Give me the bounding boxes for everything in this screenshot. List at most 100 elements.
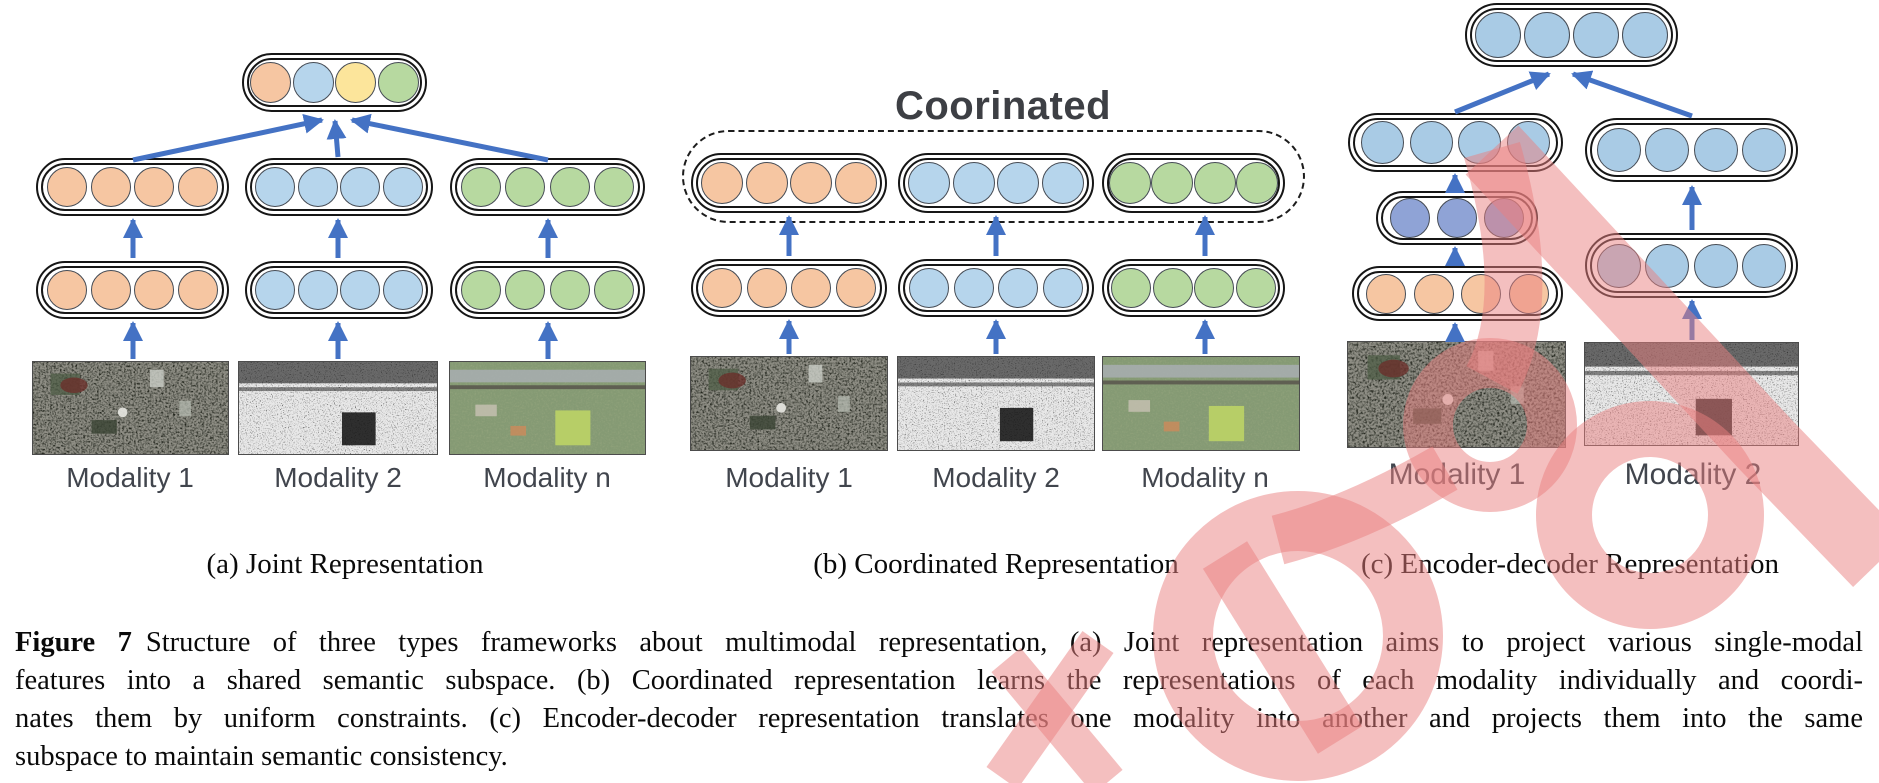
feature-circle-green <box>1151 162 1194 204</box>
feature-vector-capsule <box>1348 113 1563 172</box>
feature-circle-orange <box>835 268 876 308</box>
feature-circle-orange <box>90 270 131 310</box>
feature-circle-blue-c <box>1458 121 1502 164</box>
feature-vector-capsule-inner <box>1470 8 1673 62</box>
feature-vector-capsule-inner <box>1107 264 1280 312</box>
feature-circle-blue <box>340 270 381 310</box>
feature-vector-capsule-inner <box>41 163 224 211</box>
modality-image-sar <box>238 361 438 455</box>
modality-label: Modality 2 <box>932 462 1060 493</box>
feature-circle-blue-c <box>1596 243 1641 288</box>
feature-circle-blue <box>998 268 1039 308</box>
modality-image-rgb <box>1347 341 1566 448</box>
feature-circle-blue <box>254 167 295 207</box>
feature-vector-capsule-inner <box>1590 123 1793 177</box>
feature-circle-blue-c <box>1507 121 1551 164</box>
feature-circle-orange <box>46 167 87 207</box>
feature-vector-capsule <box>1102 153 1285 213</box>
feature-circle-green <box>1236 268 1277 308</box>
feature-circle-orange <box>700 162 743 204</box>
modality-label: Modality n <box>1141 462 1269 493</box>
feature-vector-capsule-inner <box>1107 158 1280 208</box>
feature-vector-capsule <box>450 158 645 216</box>
feature-vector-capsule-inner <box>696 158 882 208</box>
feature-vector-capsule-inner <box>455 266 640 314</box>
feature-circle-green <box>505 270 546 310</box>
figure-caption-label: Figure 7 <box>15 627 132 658</box>
feature-circle-green <box>1194 268 1235 308</box>
figure-caption-text: Structure of three types frameworks abou… <box>145 627 1863 658</box>
feature-circle-blue <box>383 167 424 207</box>
feature-circle-blue <box>953 268 994 308</box>
feature-vector-capsule <box>1352 266 1563 321</box>
feature-circle-orange <box>1413 273 1454 314</box>
feature-circle-orange <box>835 162 878 204</box>
feature-circle-blue <box>1042 268 1083 308</box>
feature-vector-capsule <box>1585 118 1798 182</box>
feature-vector-capsule <box>242 53 427 112</box>
feature-circle-blue <box>1042 162 1085 204</box>
feature-circle-orange <box>791 268 832 308</box>
feature-circle-orange <box>90 167 131 207</box>
feature-vector-capsule <box>898 153 1094 213</box>
feature-circle-blue-c <box>1742 243 1787 288</box>
feature-vector-capsule <box>1376 191 1538 245</box>
feature-circle-green <box>593 270 634 310</box>
feature-vector-capsule-inner <box>455 163 640 211</box>
modality-label: Modality n <box>483 462 611 493</box>
feature-circle-orange <box>1366 273 1407 314</box>
feature-circle-blue <box>383 270 424 310</box>
feature-circle-blue-c <box>1475 12 1521 58</box>
feature-circle-blue-c <box>1693 128 1738 172</box>
feature-circle-blue <box>997 162 1040 204</box>
feature-circle-blue <box>909 268 950 308</box>
feature-circle-orange <box>1461 273 1502 314</box>
feature-vector-capsule <box>898 259 1094 317</box>
feature-circle-blue <box>907 162 950 204</box>
feature-circle-green <box>461 167 502 207</box>
feature-circle-yellow <box>335 62 377 103</box>
coordinated-title: Coorinated <box>894 84 1112 128</box>
modality-image-sar <box>897 356 1095 451</box>
feature-circle-purple <box>1437 198 1477 238</box>
feature-circle-blue-c <box>1693 243 1738 288</box>
feature-circle-orange <box>46 270 87 310</box>
feature-circle-blue <box>340 167 381 207</box>
feature-circle-blue-c <box>1645 243 1690 288</box>
flow-arrow <box>1454 71 1551 115</box>
feature-circle-green <box>377 62 419 103</box>
feature-circle-blue <box>297 167 338 207</box>
modality-image-rgb <box>690 356 888 451</box>
feature-vector-capsule-inner <box>903 264 1089 312</box>
feature-circle-green <box>1152 268 1193 308</box>
modality-image-aerial <box>449 361 646 455</box>
modality-image-sar <box>1584 342 1799 446</box>
subcaption-a: (a) Joint Representation <box>206 548 484 580</box>
feature-circle-blue-c <box>1409 121 1453 164</box>
feature-circle-blue-c <box>1360 121 1404 164</box>
feature-circle-orange <box>134 270 175 310</box>
feature-circle-green <box>1109 162 1152 204</box>
flow-arrow <box>1571 70 1693 119</box>
feature-vector-capsule <box>245 261 433 319</box>
modality-label: Modality 1 <box>66 462 194 493</box>
feature-vector-capsule-inner <box>1381 196 1533 240</box>
flow-arrow <box>350 113 549 163</box>
feature-circle-green <box>1110 268 1151 308</box>
feature-circle-orange <box>746 268 787 308</box>
feature-circle-orange <box>178 167 219 207</box>
feature-circle-green <box>549 270 590 310</box>
feature-vector-capsule-inner <box>1590 238 1793 293</box>
feature-vector-capsule <box>1585 233 1798 298</box>
feature-circle-purple <box>1390 198 1430 238</box>
feature-circle-blue <box>292 62 334 103</box>
modality-image-aerial <box>1102 356 1300 451</box>
feature-circle-green <box>593 167 634 207</box>
feature-vector-capsule <box>1102 259 1285 317</box>
modality-label: Modality 2 <box>1624 458 1762 491</box>
modality-image-rgb <box>32 361 229 455</box>
feature-circle-green <box>461 270 502 310</box>
feature-circle-blue-c <box>1645 128 1690 172</box>
feature-circle-blue <box>952 162 995 204</box>
